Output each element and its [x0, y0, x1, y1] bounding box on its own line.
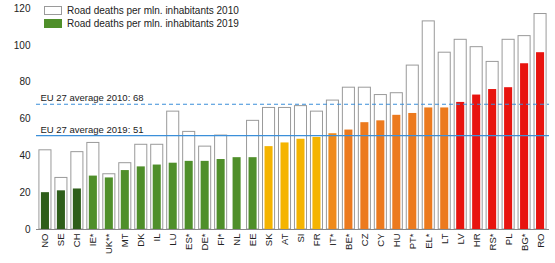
svg-text:SK: SK [263, 233, 274, 246]
svg-text:DE*: DE* [199, 233, 210, 250]
svg-text:SE: SE [55, 234, 66, 247]
svg-text:CH: CH [71, 233, 82, 247]
svg-text:AT: AT [279, 233, 290, 245]
svg-text:40: 40 [19, 150, 31, 161]
svg-text:RS*: RS* [487, 233, 498, 250]
svg-text:PT*: PT* [407, 233, 418, 249]
svg-text:ES*: ES* [183, 233, 194, 250]
svg-text:EL*: EL* [423, 233, 434, 249]
svg-text:FI*: FI* [215, 233, 226, 245]
svg-text:DK: DK [135, 233, 146, 247]
svg-text:BG*: BG* [519, 233, 530, 251]
svg-text:IE*: IE* [87, 233, 98, 246]
svg-text:EU 27 average 2010: 68: EU 27 average 2010: 68 [41, 92, 144, 103]
svg-text:EE: EE [247, 234, 258, 247]
svg-text:HR: HR [471, 233, 482, 247]
svg-text:IT*: IT* [327, 233, 338, 245]
svg-text:120: 120 [14, 3, 31, 14]
svg-text:60: 60 [19, 113, 31, 124]
svg-text:CZ: CZ [359, 233, 370, 246]
svg-text:LU: LU [167, 233, 178, 245]
svg-text:80: 80 [19, 76, 31, 87]
svg-text:RO: RO [535, 234, 546, 248]
svg-text:NO: NO [39, 234, 50, 248]
svg-text:20: 20 [19, 187, 31, 198]
svg-text:HU: HU [391, 233, 402, 247]
svg-text:UK**: UK** [103, 233, 114, 254]
svg-text:FR: FR [311, 233, 322, 246]
svg-text:100: 100 [14, 40, 31, 51]
html-text:Road deaths per mln. inhabitan: Road deaths per mln. inhabitants 2019 [67, 18, 239, 29]
svg-text:BE*: BE* [343, 233, 354, 250]
html-text:Road deaths per mln. inhabitan: Road deaths per mln. inhabitants 2010 [67, 5, 239, 16]
svg-text:PL: PL [503, 234, 514, 246]
svg-text:IL: IL [151, 234, 162, 242]
svg-text:NL: NL [231, 234, 242, 246]
svg-text:LT: LT [439, 233, 450, 244]
svg-text:LV: LV [455, 233, 466, 245]
svg-text:SI: SI [295, 234, 306, 243]
svg-text:EU 27 average 2019: 51: EU 27 average 2019: 51 [41, 124, 144, 135]
svg-text:MT: MT [119, 233, 130, 247]
svg-text:0: 0 [25, 224, 31, 235]
svg-text:CY: CY [375, 233, 386, 247]
